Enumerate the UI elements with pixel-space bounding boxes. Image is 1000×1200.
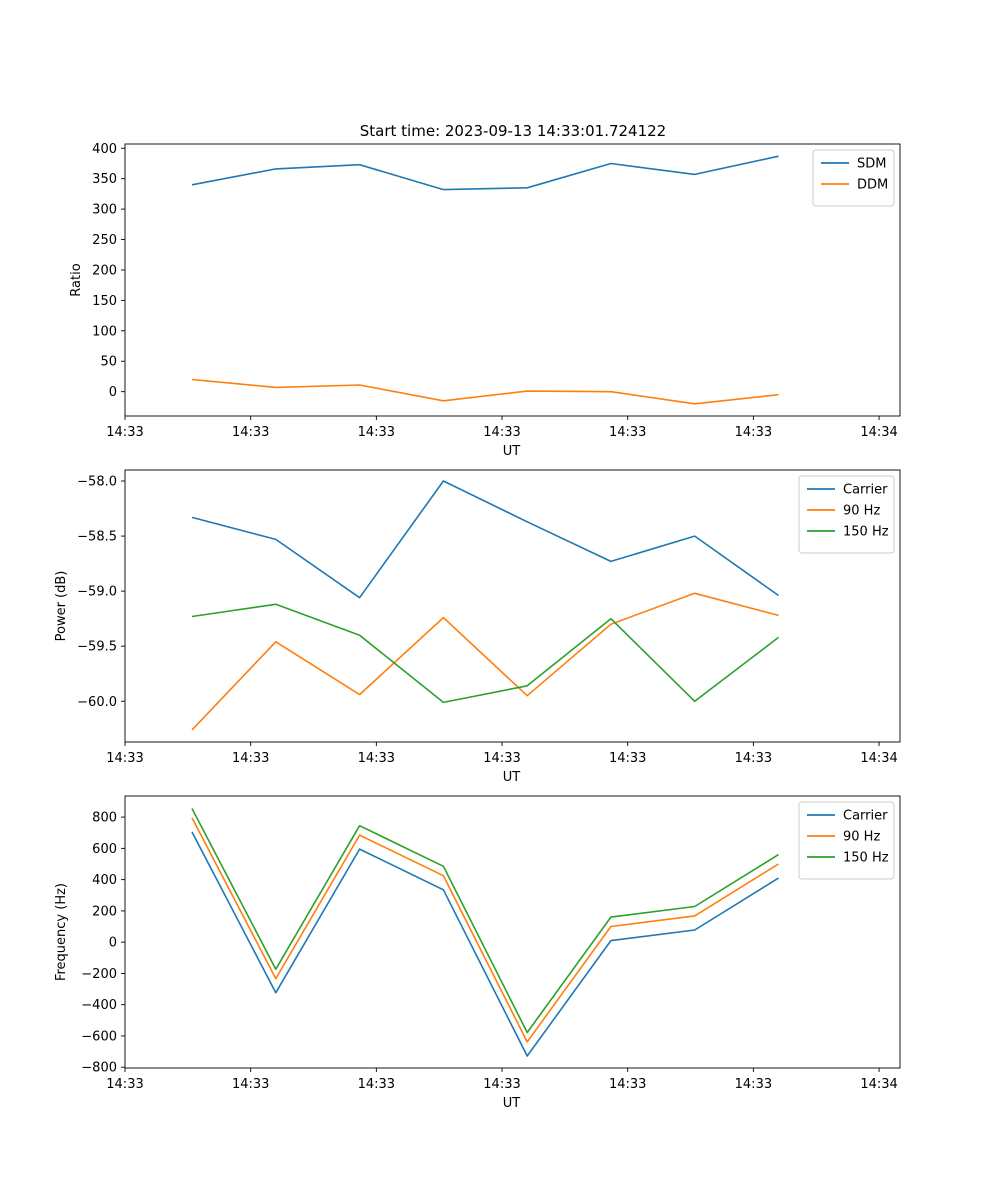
legend: Carrier 90 Hz 150 Hz xyxy=(798,475,895,554)
y-tick-label: −800 xyxy=(81,1061,117,1076)
x-tick-label: 14:33 xyxy=(232,751,269,766)
legend-label: SDM xyxy=(857,157,886,172)
series-line-150-hz xyxy=(191,603,779,704)
axes-frame xyxy=(124,795,901,1069)
x-tick-label: 14:34 xyxy=(860,425,897,440)
y-tick-label: 600 xyxy=(92,842,117,857)
x-axis-label: UT xyxy=(503,1096,521,1111)
y-tick-label: 200 xyxy=(92,904,117,919)
y-tick-label: 800 xyxy=(92,811,117,826)
legend-box xyxy=(812,149,895,207)
y-tick-label: 0 xyxy=(109,936,117,951)
series-line-150-hz xyxy=(191,808,779,1034)
y-axis-label: Ratio xyxy=(69,263,84,296)
legend: SDM DDM xyxy=(812,149,895,207)
x-tick-label: 14:34 xyxy=(860,1077,897,1092)
chart-panel-1: 14:33 14:33 14:33 14:33 14:33 14:33 14:34 0 50 10… xyxy=(69,142,901,459)
x-tick-label: 14:33 xyxy=(483,1077,520,1092)
x-tick-label: 14:33 xyxy=(358,1077,395,1092)
y-tick-label: 50 xyxy=(100,355,117,370)
figure-title: Start time: 2023-09-13 14:33:01.724122 xyxy=(360,122,666,140)
series-line-carrier xyxy=(191,480,779,599)
x-tick-label: 14:33 xyxy=(483,751,520,766)
y-tick-label: 400 xyxy=(92,142,117,157)
y-tick-label: 0 xyxy=(109,385,117,400)
axes-frame xyxy=(124,469,901,743)
series-line-carrier xyxy=(191,831,779,1057)
y-tick-label: 200 xyxy=(92,263,117,278)
x-tick-label: 14:33 xyxy=(735,751,772,766)
x-tick-label: 14:33 xyxy=(106,1077,143,1092)
y-axis-label: Frequency (Hz) xyxy=(54,883,69,981)
legend: Carrier 90 Hz 150 Hz xyxy=(798,801,895,880)
y-tick-label: 100 xyxy=(92,324,117,339)
series-line-90-hz xyxy=(191,592,779,731)
x-tick-label: 14:33 xyxy=(609,425,646,440)
y-tick-label: −200 xyxy=(81,967,117,982)
y-tick-label: −59.5 xyxy=(77,640,117,655)
x-tick-label: 14:33 xyxy=(232,425,269,440)
y-tick-label: −58.5 xyxy=(77,530,117,545)
legend-label: Carrier xyxy=(843,483,888,498)
x-axis-label: UT xyxy=(503,770,521,785)
y-axis-label: Power (dB) xyxy=(54,571,69,642)
y-tick-label: 300 xyxy=(92,203,117,218)
legend-label: 150 Hz xyxy=(843,851,889,866)
x-tick-label: 14:33 xyxy=(358,751,395,766)
legend-box xyxy=(798,475,895,554)
chart-panel-3: 14:33 14:33 14:33 14:33 14:33 14:33 14:34 −800 −… xyxy=(54,795,901,1111)
x-axis-label: UT xyxy=(503,444,521,459)
y-tick-label: −59.0 xyxy=(77,585,117,600)
legend-label: 150 Hz xyxy=(843,525,889,540)
y-tick-label: 250 xyxy=(92,233,117,248)
x-tick-label: 14:33 xyxy=(483,425,520,440)
legend-label: Carrier xyxy=(843,809,888,824)
y-tick-label: 350 xyxy=(92,172,117,187)
x-tick-label: 14:33 xyxy=(735,1077,772,1092)
x-tick-label: 14:33 xyxy=(735,425,772,440)
y-tick-label: −400 xyxy=(81,998,117,1013)
y-tick-label: 400 xyxy=(92,873,117,888)
x-tick-label: 14:33 xyxy=(609,1077,646,1092)
series-line-sdm xyxy=(191,155,779,191)
legend-label: 90 Hz xyxy=(843,830,880,845)
y-tick-label: 150 xyxy=(92,294,117,309)
y-tick-label: −600 xyxy=(81,1029,117,1044)
series-line-ddm xyxy=(191,378,779,405)
x-tick-label: 14:34 xyxy=(860,751,897,766)
chart-panel-2: 14:33 14:33 14:33 14:33 14:33 14:33 14:34 −60.0… xyxy=(54,469,901,785)
legend-box xyxy=(798,801,895,880)
y-tick-label: −58.0 xyxy=(77,475,117,490)
x-tick-label: 14:33 xyxy=(609,751,646,766)
x-tick-label: 14:33 xyxy=(232,1077,269,1092)
series-line-90-hz xyxy=(191,817,779,1043)
chart-panels: 14:33 14:33 14:33 14:33 14:33 14:33 14:34 0 50 10… xyxy=(54,142,901,1111)
x-tick-label: 14:33 xyxy=(106,425,143,440)
y-tick-label: −60.0 xyxy=(77,695,117,710)
axes-frame xyxy=(124,143,901,417)
legend-label: 90 Hz xyxy=(843,504,880,519)
x-tick-label: 14:33 xyxy=(106,751,143,766)
legend-label: DDM xyxy=(857,178,888,193)
x-tick-label: 14:33 xyxy=(358,425,395,440)
